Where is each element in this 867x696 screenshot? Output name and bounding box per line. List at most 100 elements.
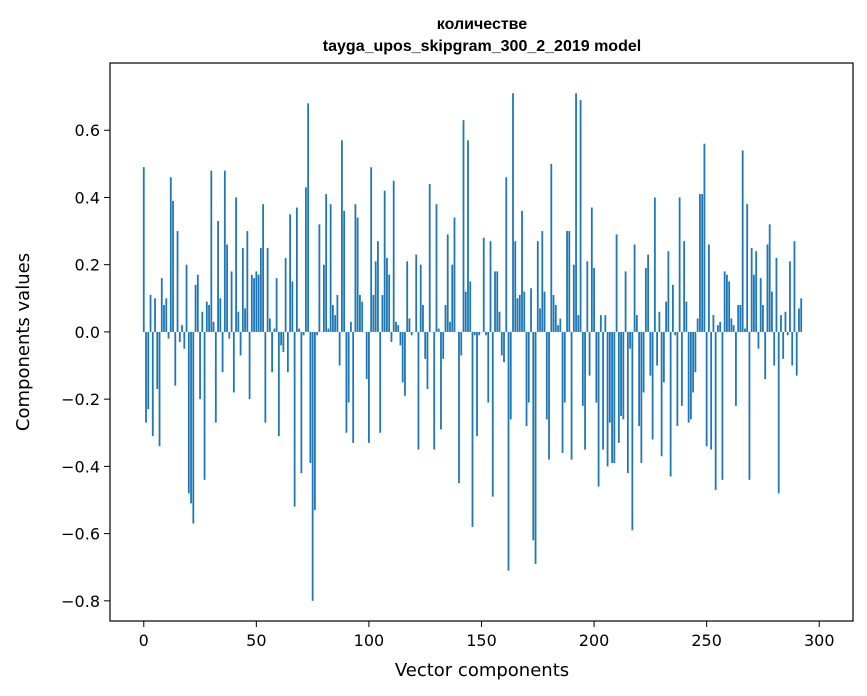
bar-110	[390, 331, 393, 342]
bar-282	[777, 331, 780, 494]
bar-122	[417, 331, 420, 450]
bar-261	[730, 318, 733, 332]
bar-132	[440, 331, 442, 430]
bar-144	[467, 140, 469, 332]
bar-50	[255, 271, 258, 332]
bar-99	[365, 331, 368, 379]
bar-133	[442, 331, 445, 359]
bar-12	[169, 177, 172, 332]
bar-32	[214, 331, 217, 423]
bar-19	[185, 264, 188, 332]
bar-191	[572, 264, 575, 332]
bar-118	[408, 318, 411, 332]
bar-158	[498, 311, 501, 332]
bar-227	[653, 197, 656, 332]
bar-208	[611, 331, 613, 464]
bar-281	[775, 257, 778, 332]
bar-247	[699, 194, 701, 332]
bar-189	[568, 231, 571, 332]
bar-228	[656, 331, 659, 366]
bar-216	[629, 331, 631, 349]
bar-278	[768, 224, 771, 332]
bar-25	[199, 331, 201, 400]
x-tick-label: 50	[246, 631, 266, 650]
bar-198	[588, 331, 591, 376]
bar-73	[307, 103, 310, 332]
bar-173	[532, 331, 535, 541]
bar-249	[703, 143, 706, 332]
bar-146	[471, 331, 474, 527]
bar-238	[678, 197, 681, 332]
bar-82	[327, 328, 330, 332]
bar-256	[719, 321, 722, 332]
bar-87	[338, 331, 341, 366]
bar-101	[370, 167, 373, 332]
bar-183	[554, 305, 557, 332]
bar-166	[516, 298, 519, 332]
bar-57	[271, 331, 274, 373]
bar-108	[386, 257, 388, 332]
bar-106	[381, 294, 384, 332]
bar-269	[748, 331, 751, 480]
bar-65	[289, 214, 292, 332]
y-axis-label: Components values	[13, 253, 34, 431]
bar-224	[647, 254, 650, 332]
bar-60	[277, 331, 280, 437]
bar-41	[235, 197, 237, 332]
bar-26	[201, 311, 204, 332]
bar-103	[374, 261, 377, 332]
bar-181	[550, 163, 553, 332]
bar-182	[552, 294, 555, 332]
bar-68	[295, 207, 298, 332]
x-tick-label: 300	[804, 631, 835, 650]
y-tick-label: 0.0	[75, 323, 100, 342]
bar-291	[798, 308, 800, 332]
bar-204	[602, 331, 604, 450]
bar-15	[176, 231, 179, 332]
bar-207	[608, 331, 611, 423]
bar-39	[230, 271, 233, 332]
y-tick-label: −0.2	[61, 390, 100, 409]
bar-186	[561, 331, 564, 453]
bar-30	[210, 170, 213, 332]
bars	[142, 93, 803, 601]
bar-289	[793, 241, 796, 332]
bar-115	[401, 331, 404, 383]
bar-252	[710, 331, 713, 450]
bar-63	[284, 257, 287, 332]
bar-100	[368, 331, 370, 443]
bar-172	[530, 288, 532, 332]
bar-259	[726, 274, 728, 332]
bar-202	[597, 331, 600, 487]
bar-244	[692, 331, 695, 393]
bar-270	[750, 247, 753, 332]
bar-95	[356, 217, 359, 332]
bar-167	[518, 294, 521, 332]
bar-58	[273, 328, 276, 332]
bar-97	[361, 301, 364, 332]
bar-233	[667, 251, 670, 332]
bar-129	[433, 331, 436, 450]
bar-145	[469, 281, 472, 332]
bar-222	[642, 331, 645, 393]
bar-205	[604, 315, 607, 332]
bar-123	[419, 264, 422, 332]
bar-284	[782, 331, 785, 359]
bar-43	[239, 331, 242, 356]
bar-52	[259, 247, 262, 332]
bar-250	[705, 331, 708, 447]
bar-16	[178, 331, 181, 342]
bar-239	[680, 331, 683, 406]
bar-152	[485, 331, 487, 336]
bar-230	[660, 331, 663, 457]
bar-48	[250, 274, 253, 332]
bar-62	[282, 331, 285, 353]
bar-8	[160, 278, 163, 332]
bar-151	[482, 237, 485, 332]
bar-254	[714, 331, 717, 490]
bar-127	[428, 184, 431, 332]
bar-111	[392, 180, 395, 332]
bar-263	[735, 331, 737, 406]
bar-17	[181, 325, 183, 332]
bar-267	[744, 328, 746, 332]
